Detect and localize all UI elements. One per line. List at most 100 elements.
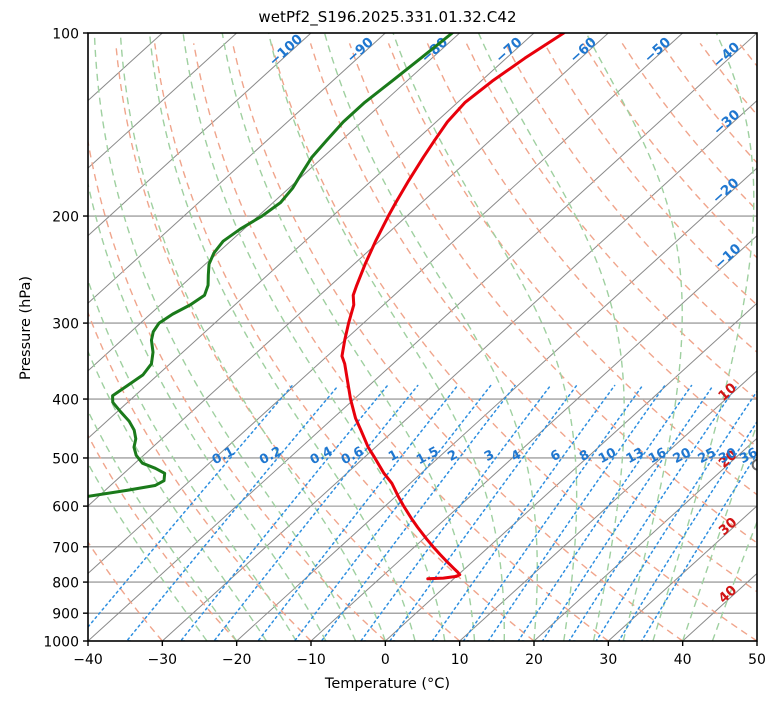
svg-text:20: 20 [671, 445, 694, 467]
x-tick-label: 10 [451, 652, 469, 668]
dry-adiabat-line [582, 42, 757, 259]
mixing-ratio-label: 8 [577, 447, 592, 464]
moist-adiabat-line [477, 33, 625, 641]
dry-adiabat-line [387, 43, 757, 496]
svg-text:6: 6 [548, 447, 563, 464]
mixing-ratio-line [541, 384, 714, 641]
svg-text:1.5: 1.5 [414, 444, 441, 468]
dry-adiabat-line [270, 43, 757, 641]
x-tick-label: −40 [73, 652, 103, 668]
dry-adiabat-line [309, 43, 757, 593]
moist-adiabat-line [93, 33, 357, 641]
mixing-ratio-line [257, 384, 459, 641]
svg-text:0.2: 0.2 [257, 444, 284, 468]
moist-adiabat-line [88, 349, 267, 641]
dry-adiabat-line [426, 43, 757, 448]
isotherm-label: −50 [641, 34, 674, 66]
y-tick-label: 200 [52, 210, 79, 226]
mixing-ratio-label: 0.4 [308, 444, 335, 468]
dry-adiabat-line [88, 434, 238, 641]
isotherm-line [0, 33, 14, 641]
svg-text:40: 40 [716, 582, 741, 606]
x-tick-label: 50 [748, 652, 766, 668]
isotherm-label: −40 [710, 39, 743, 71]
mixing-ratio-label: 0.1 [210, 444, 237, 468]
moist-adiabat-line [119, 33, 386, 641]
isotherm-line [88, 33, 757, 641]
x-tick-label: 30 [599, 652, 617, 668]
mixing-ratio-label: 36 [737, 445, 760, 467]
isotherm-line [88, 33, 238, 169]
mixing-ratio-label: 1.5 [414, 444, 441, 468]
svg-text:−50: −50 [641, 34, 674, 66]
mixing-ratio-line [388, 384, 578, 641]
dry-adiabat-line [154, 43, 535, 641]
isotherm-line [88, 33, 461, 372]
mixing-ratio-label: 30 [716, 445, 739, 467]
mixing-ratio-line [213, 384, 419, 641]
plot-frame [87, 32, 758, 642]
mixing-ratio-label: 13 [624, 445, 647, 467]
dry-adiabat-line [231, 43, 684, 641]
isotherm-label: 10 [715, 380, 740, 404]
data-traces [88, 33, 757, 581]
svg-text:3: 3 [482, 447, 497, 464]
x-tick-label: −10 [296, 652, 326, 668]
x-tick-label: −20 [222, 652, 252, 668]
dry-adiabat-line [348, 43, 757, 544]
dry-adiabat-line [465, 43, 757, 401]
dry-adiabat-line [504, 43, 757, 354]
isotherm-line [236, 167, 757, 641]
moist-adiabat-line [267, 33, 505, 641]
svg-text:16: 16 [646, 445, 669, 467]
y-tick-label: 100 [52, 27, 79, 43]
svg-text:30: 30 [716, 445, 739, 467]
y-tick-label: 500 [52, 451, 79, 467]
moist-adiabat-line [585, 33, 683, 641]
isotherm-label: −90 [344, 34, 377, 66]
x-axis-label: Temperature (°C) [324, 676, 451, 692]
mixing-ratio-line [359, 384, 552, 641]
mixing-ratio-line [179, 384, 389, 641]
mixing-ratio-line [617, 420, 757, 641]
temperature-trace [340, 33, 566, 581]
chart-title: wetPf2_S196.2025.331.01.32.C42 [258, 8, 517, 26]
svg-text:36: 36 [737, 445, 760, 467]
mixing-ratio-label: 3 [482, 447, 497, 464]
dry-adiabat-line [699, 42, 757, 116]
moist-adiabat-line [88, 462, 208, 641]
svg-text:25: 25 [696, 445, 719, 467]
svg-text:0.1: 0.1 [210, 444, 237, 468]
svg-text:0.4: 0.4 [308, 444, 335, 468]
moist-adiabat-line [652, 33, 755, 641]
isotherm-label: 40 [716, 582, 741, 606]
y-axis-label: Pressure (hPa) [18, 276, 34, 381]
isotherm-line [88, 33, 609, 507]
dry-adiabat-line [543, 43, 757, 306]
mixing-ratio-label: 2 [445, 447, 460, 464]
moist-adiabat-line [323, 33, 538, 641]
y-tick-label: 700 [52, 540, 79, 556]
mixing-ratio-line [595, 390, 757, 641]
moist-adiabat-line [88, 278, 297, 641]
mixing-ratio-line [125, 384, 340, 641]
isotherm-label: −20 [709, 175, 742, 207]
grid-lines [0, 33, 757, 641]
svg-text:10: 10 [715, 380, 740, 404]
mixing-ratio-line [568, 384, 738, 641]
dry-adiabat-line [88, 540, 163, 641]
mixing-ratio-line [487, 384, 666, 641]
isotherm-label: −100 [266, 33, 306, 69]
svg-text:13: 13 [624, 445, 647, 467]
lcl-marker [751, 458, 757, 471]
moist-adiabat-line [392, 33, 578, 641]
y-tick-label: 1000 [43, 635, 79, 651]
moist-adiabat-line [88, 409, 238, 641]
svg-text:−90: −90 [344, 34, 377, 66]
dry-adiabat-line [192, 43, 609, 641]
isotherm-line [459, 370, 757, 641]
isotherm-line [533, 437, 757, 641]
mixing-ratio-label: 0.2 [257, 444, 284, 468]
y-tick-label: 600 [52, 500, 79, 516]
